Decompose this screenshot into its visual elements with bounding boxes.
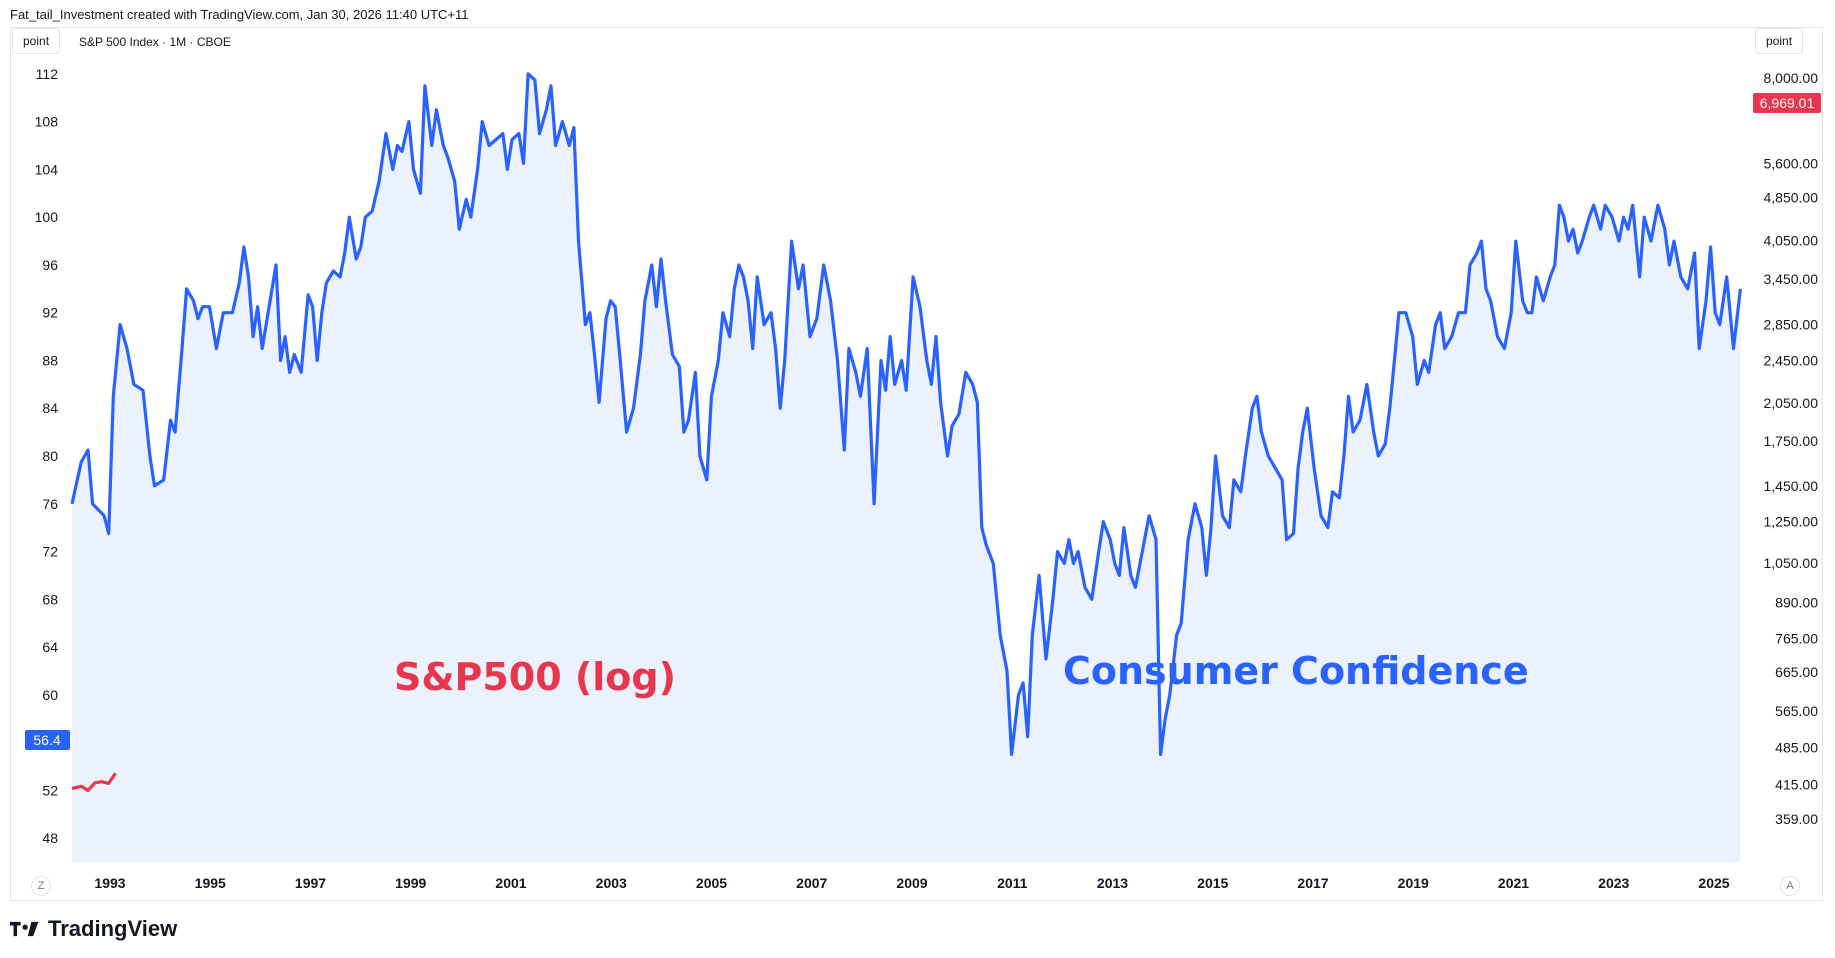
right-axis-tick-label: 415.00 — [1775, 777, 1818, 793]
left-axis-tick-label: 96 — [42, 257, 58, 273]
right-axis-tick-label: 2,850.00 — [1764, 317, 1819, 333]
left-axis-tick-label: 100 — [35, 209, 59, 225]
left-axis-tick-label: 72 — [42, 544, 58, 560]
x-axis-tick-label: 2019 — [1398, 875, 1429, 891]
chart-pane[interactable] — [10, 27, 1823, 901]
sp500-last-value-badge — [1753, 93, 1821, 113]
right-axis-tick-label: 4,050.00 — [1764, 233, 1819, 249]
left-axis-tick-label: 52 — [42, 782, 58, 798]
confidence-line — [70, 72, 1742, 757]
confidence-annotation: Consumer Confidence — [1063, 649, 1529, 693]
confidence-area-fill — [72, 73, 1741, 862]
x-axis-tick-label: 1993 — [94, 875, 125, 891]
x-axis-tick-label: 2011 — [997, 875, 1028, 891]
right-axis-tick-label: 5,600.00 — [1764, 155, 1819, 171]
x-axis-tick-label: 1995 — [195, 875, 226, 891]
right-axis-tick-label: 4,850.00 — [1764, 190, 1819, 206]
auto-scale-z-button[interactable]: Z — [31, 876, 51, 896]
sp500-last-value: 6,969.01 — [1760, 95, 1815, 111]
right-axis-tick-label: 1,750.00 — [1764, 433, 1819, 449]
left-unit-button[interactable]: point — [12, 28, 61, 54]
left-axis-tick-label: 112 — [36, 66, 59, 82]
right-axis-tick-label: 8,000.00 — [1764, 70, 1819, 86]
left-axis-tick-label: 84 — [42, 400, 58, 416]
x-axis-tick-label: 1997 — [295, 875, 326, 891]
x-axis-tick-label: 2007 — [796, 875, 827, 891]
right-axis-tick-label: 359.00 — [1775, 811, 1818, 827]
right-unit-button[interactable]: point — [1755, 28, 1804, 54]
x-axis-tick-label: 2025 — [1698, 875, 1729, 891]
x-axis-tick-label: 2005 — [696, 875, 727, 891]
x-axis-tick-label: 2003 — [596, 875, 627, 891]
right-axis-tick-label: 3,450.00 — [1764, 271, 1819, 287]
right-axis-tick-label: 890.00 — [1775, 594, 1818, 610]
right-axis-tick-label: 1,050.00 — [1764, 555, 1819, 571]
x-axis-tick-label: 2013 — [1097, 875, 1128, 891]
left-axis-tick-label: 104 — [35, 161, 59, 177]
tradingview-logo-text: TradingView — [48, 916, 178, 941]
x-axis-tick-label: 2015 — [1197, 875, 1228, 891]
x-axis-tick-label: 2023 — [1598, 875, 1629, 891]
right-axis-tick-label: 565.00 — [1775, 703, 1818, 719]
right-axis-tick-label: 765.00 — [1775, 631, 1818, 647]
left-axis-tick-label: 92 — [42, 305, 58, 321]
confidence-last-value: 56.4 — [33, 732, 60, 748]
left-axis-tick-label: 60 — [42, 687, 58, 703]
x-axis-tick-label: 2001 — [495, 875, 526, 891]
right-axis-tick-label: 2,050.00 — [1764, 395, 1819, 411]
left-axis-tick-label: 108 — [35, 114, 59, 130]
left-axis-tick-label: 48 — [42, 830, 58, 846]
chart-credit: Fat_tail_Investment created with Trading… — [10, 7, 469, 22]
sp500-line — [71, 772, 117, 792]
x-axis-tick-label: 1999 — [395, 875, 426, 891]
x-axis-tick-label: 2017 — [1297, 875, 1328, 891]
right-axis-tick-label: 1,450.00 — [1764, 478, 1819, 494]
auto-scale-a-button[interactable]: A — [1780, 876, 1800, 896]
left-axis-tick-label: 64 — [42, 639, 58, 655]
symbol-label: S&P 500 Index · 1M · CBOE — [79, 35, 231, 49]
left-axis-tick-label: 80 — [42, 448, 58, 464]
left-axis-tick-label: 88 — [42, 352, 58, 368]
tradingview-logo[interactable]: TradingView — [10, 916, 177, 942]
x-axis-tick-label: 2009 — [896, 875, 927, 891]
right-axis-tick-label: 485.00 — [1775, 739, 1818, 755]
sp500-annotation: S&P500 (log) — [394, 655, 676, 699]
confidence-last-value-badge — [25, 730, 70, 750]
left-axis-tick-label: 76 — [42, 496, 58, 512]
tradingview-logo-icon — [10, 921, 39, 937]
right-axis-tick-label: 1,250.00 — [1764, 513, 1819, 529]
left-axis-tick-label: 68 — [42, 591, 58, 607]
right-axis-tick-label: 2,450.00 — [1764, 353, 1819, 369]
right-axis-tick-label: 665.00 — [1775, 664, 1818, 680]
x-axis-tick-label: 2021 — [1498, 875, 1529, 891]
